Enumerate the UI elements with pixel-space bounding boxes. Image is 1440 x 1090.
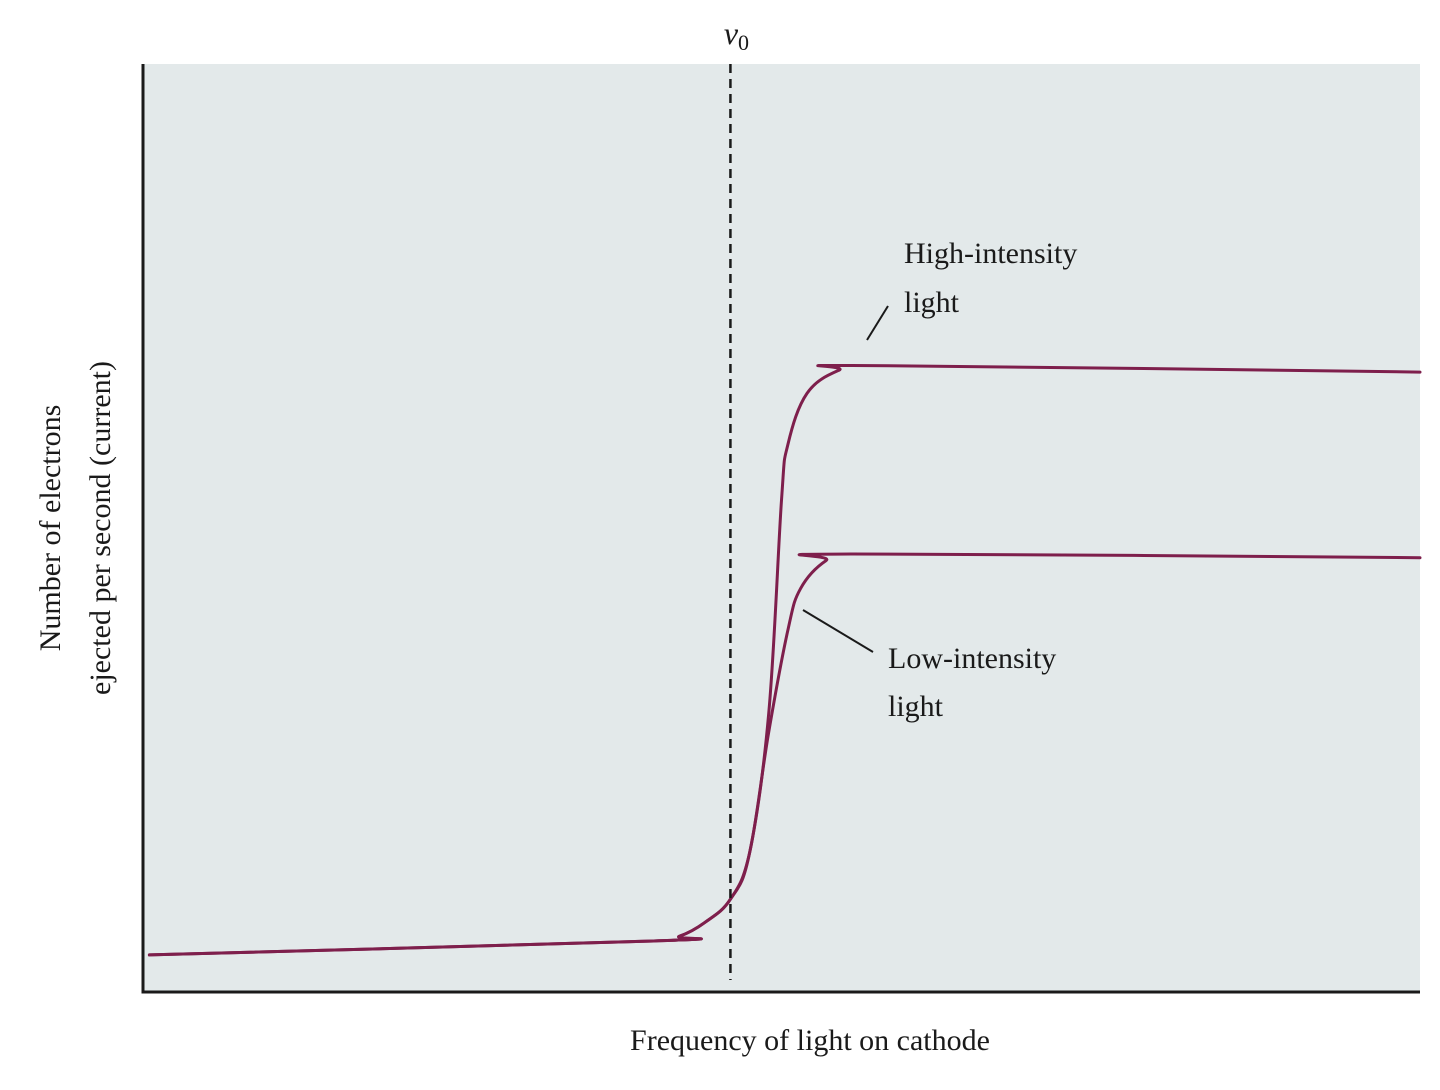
y-axis-label: Number of electrons ejected per second (…	[34, 361, 117, 695]
threshold-subscript: 0	[738, 30, 749, 55]
high-intensity-label-2: light	[904, 286, 960, 319]
high-intensity-label: High-intensity	[904, 237, 1077, 270]
low-intensity-label: Low-intensity	[888, 642, 1056, 675]
x-axis-label: Frequency of light on cathode	[630, 1024, 990, 1057]
low-intensity-label-line1: Low-intensity	[888, 642, 1056, 675]
threshold-label: ν0	[724, 15, 749, 55]
threshold-symbol: ν	[724, 15, 739, 51]
y-axis-label-line2: ejected per second (current)	[84, 361, 117, 695]
y-axis-label-line1: Number of electrons	[34, 405, 67, 652]
plot-area	[143, 64, 1420, 992]
low-intensity-curve	[147, 552, 1422, 957]
low-intensity-leader	[802, 609, 874, 653]
high-intensity-label-line1: High-intensity	[904, 237, 1077, 270]
low-intensity-label-line2: light	[888, 690, 944, 723]
curves-layer	[147, 363, 1422, 957]
axes	[141, 64, 1420, 994]
high-intensity-label-line2: light	[904, 286, 960, 319]
low-intensity-label-2: light	[888, 690, 944, 723]
high-intensity-leader	[866, 305, 889, 341]
